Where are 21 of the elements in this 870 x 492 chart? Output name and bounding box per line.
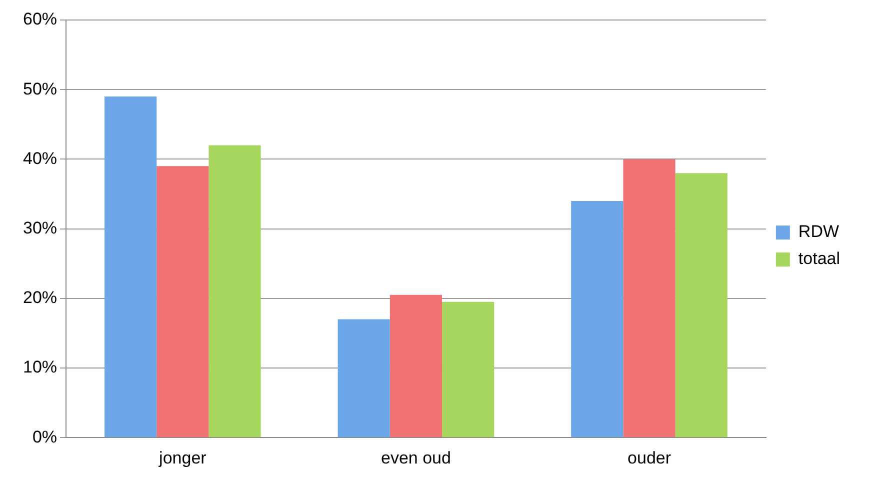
x-tick-label: ouder bbox=[628, 448, 672, 468]
x-tick-label: even oud bbox=[380, 448, 451, 468]
y-tick-label: 60% bbox=[22, 10, 58, 29]
bar bbox=[104, 96, 157, 438]
y-tick-label: 10% bbox=[22, 358, 58, 377]
y-tick-label: 20% bbox=[22, 288, 58, 308]
bar bbox=[156, 166, 209, 438]
y-tick-label: 40% bbox=[22, 148, 58, 168]
y-tick-label: 50% bbox=[22, 79, 58, 98]
legend-label: RDW bbox=[798, 222, 840, 242]
bar bbox=[571, 200, 624, 438]
y-tick-label: 0% bbox=[32, 427, 58, 446]
bar bbox=[675, 173, 728, 438]
legend-label: totaal bbox=[798, 249, 840, 268]
bar bbox=[442, 302, 494, 438]
bar bbox=[338, 319, 390, 438]
bar bbox=[390, 294, 442, 438]
bar bbox=[208, 145, 261, 438]
x-tick-label: jonger bbox=[158, 448, 207, 468]
bar bbox=[623, 159, 676, 438]
y-tick-label: 30% bbox=[22, 218, 58, 238]
